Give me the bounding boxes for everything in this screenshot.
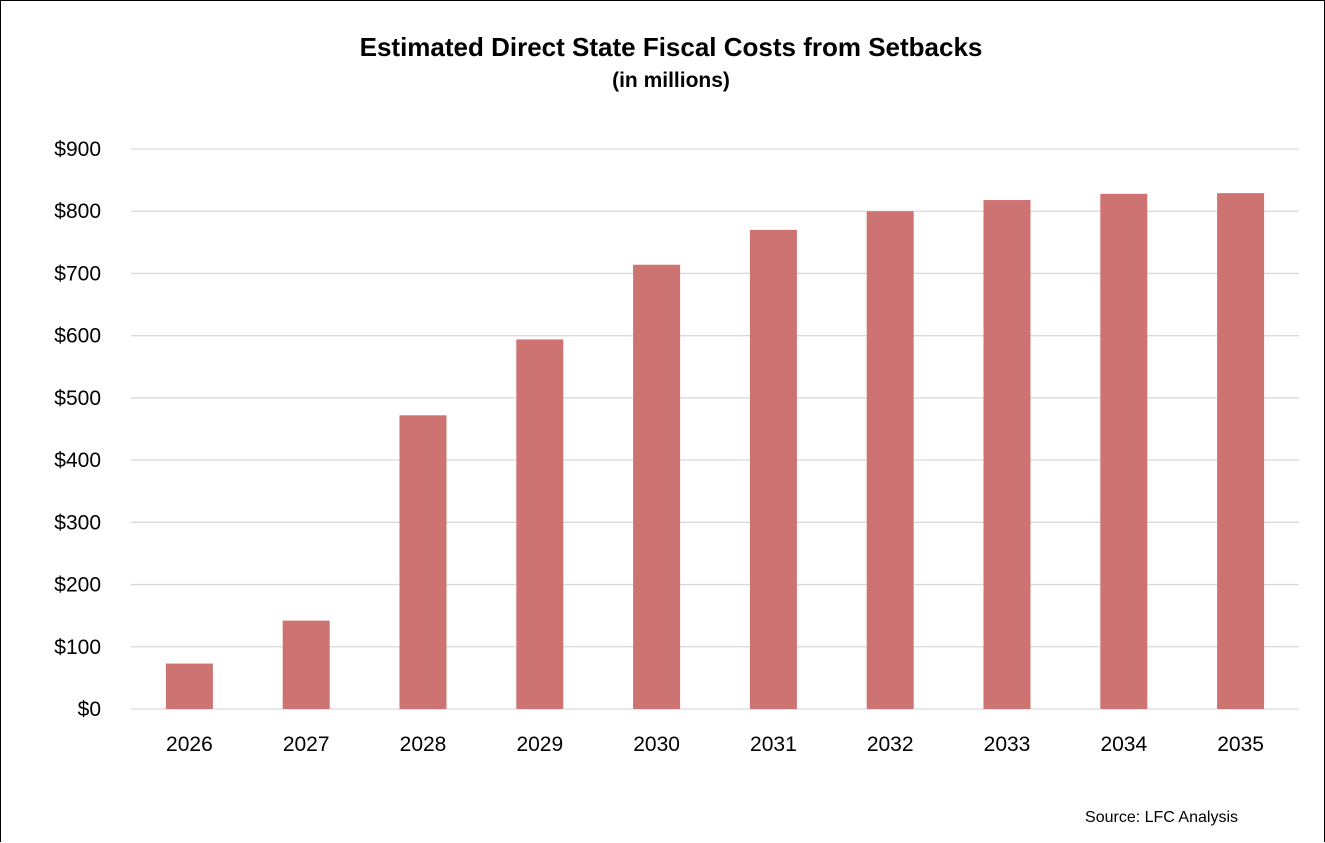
bar-2028 [399, 415, 447, 709]
bar-2032 [866, 211, 914, 709]
y-tick-label: $500 [54, 387, 101, 410]
y-tick-label: $800 [54, 200, 101, 223]
bar-2033 [983, 200, 1031, 709]
source-note: Source: LFC Analysis [1085, 809, 1238, 826]
bar-2026 [165, 663, 213, 709]
bar-2029 [516, 339, 564, 709]
bar-2030 [633, 264, 681, 709]
x-tick-label: 2031 [750, 733, 797, 756]
y-tick-label: $300 [54, 511, 101, 534]
x-tick-label: 2034 [1100, 733, 1147, 756]
bar-2034 [1100, 193, 1148, 710]
x-tick-label: 2030 [633, 733, 680, 756]
y-axis-ticks: $0 $100 $200 $300 $400 $500 $600 $700 $800 $900 [54, 138, 101, 721]
y-tick-label: $200 [54, 574, 101, 597]
bar-2027 [282, 620, 330, 709]
bar-2031 [749, 229, 797, 709]
y-tick-label: $900 [54, 138, 101, 161]
x-tick-label: 2032 [867, 733, 914, 756]
bars [165, 193, 1265, 710]
bar-2035 [1217, 193, 1265, 709]
x-axis-ticks: 2026 2027 2028 2029 2030 2031 2032 2033 2034 2035 [166, 733, 1264, 756]
y-tick-label: $600 [54, 325, 101, 348]
y-tick-label: $700 [54, 262, 101, 285]
chart-title: Estimated Direct State Fiscal Costs from… [360, 32, 983, 62]
y-tick-label: $100 [54, 636, 101, 659]
y-tick-label: $0 [78, 698, 101, 721]
y-tick-label: $400 [54, 449, 101, 472]
x-tick-label: 2028 [400, 733, 447, 756]
x-tick-label: 2027 [283, 733, 330, 756]
x-tick-label: 2026 [166, 733, 213, 756]
x-tick-label: 2035 [1217, 733, 1264, 756]
x-tick-label: 2029 [516, 733, 563, 756]
chart-subtitle: (in millions) [612, 69, 730, 92]
x-tick-label: 2033 [984, 733, 1031, 756]
